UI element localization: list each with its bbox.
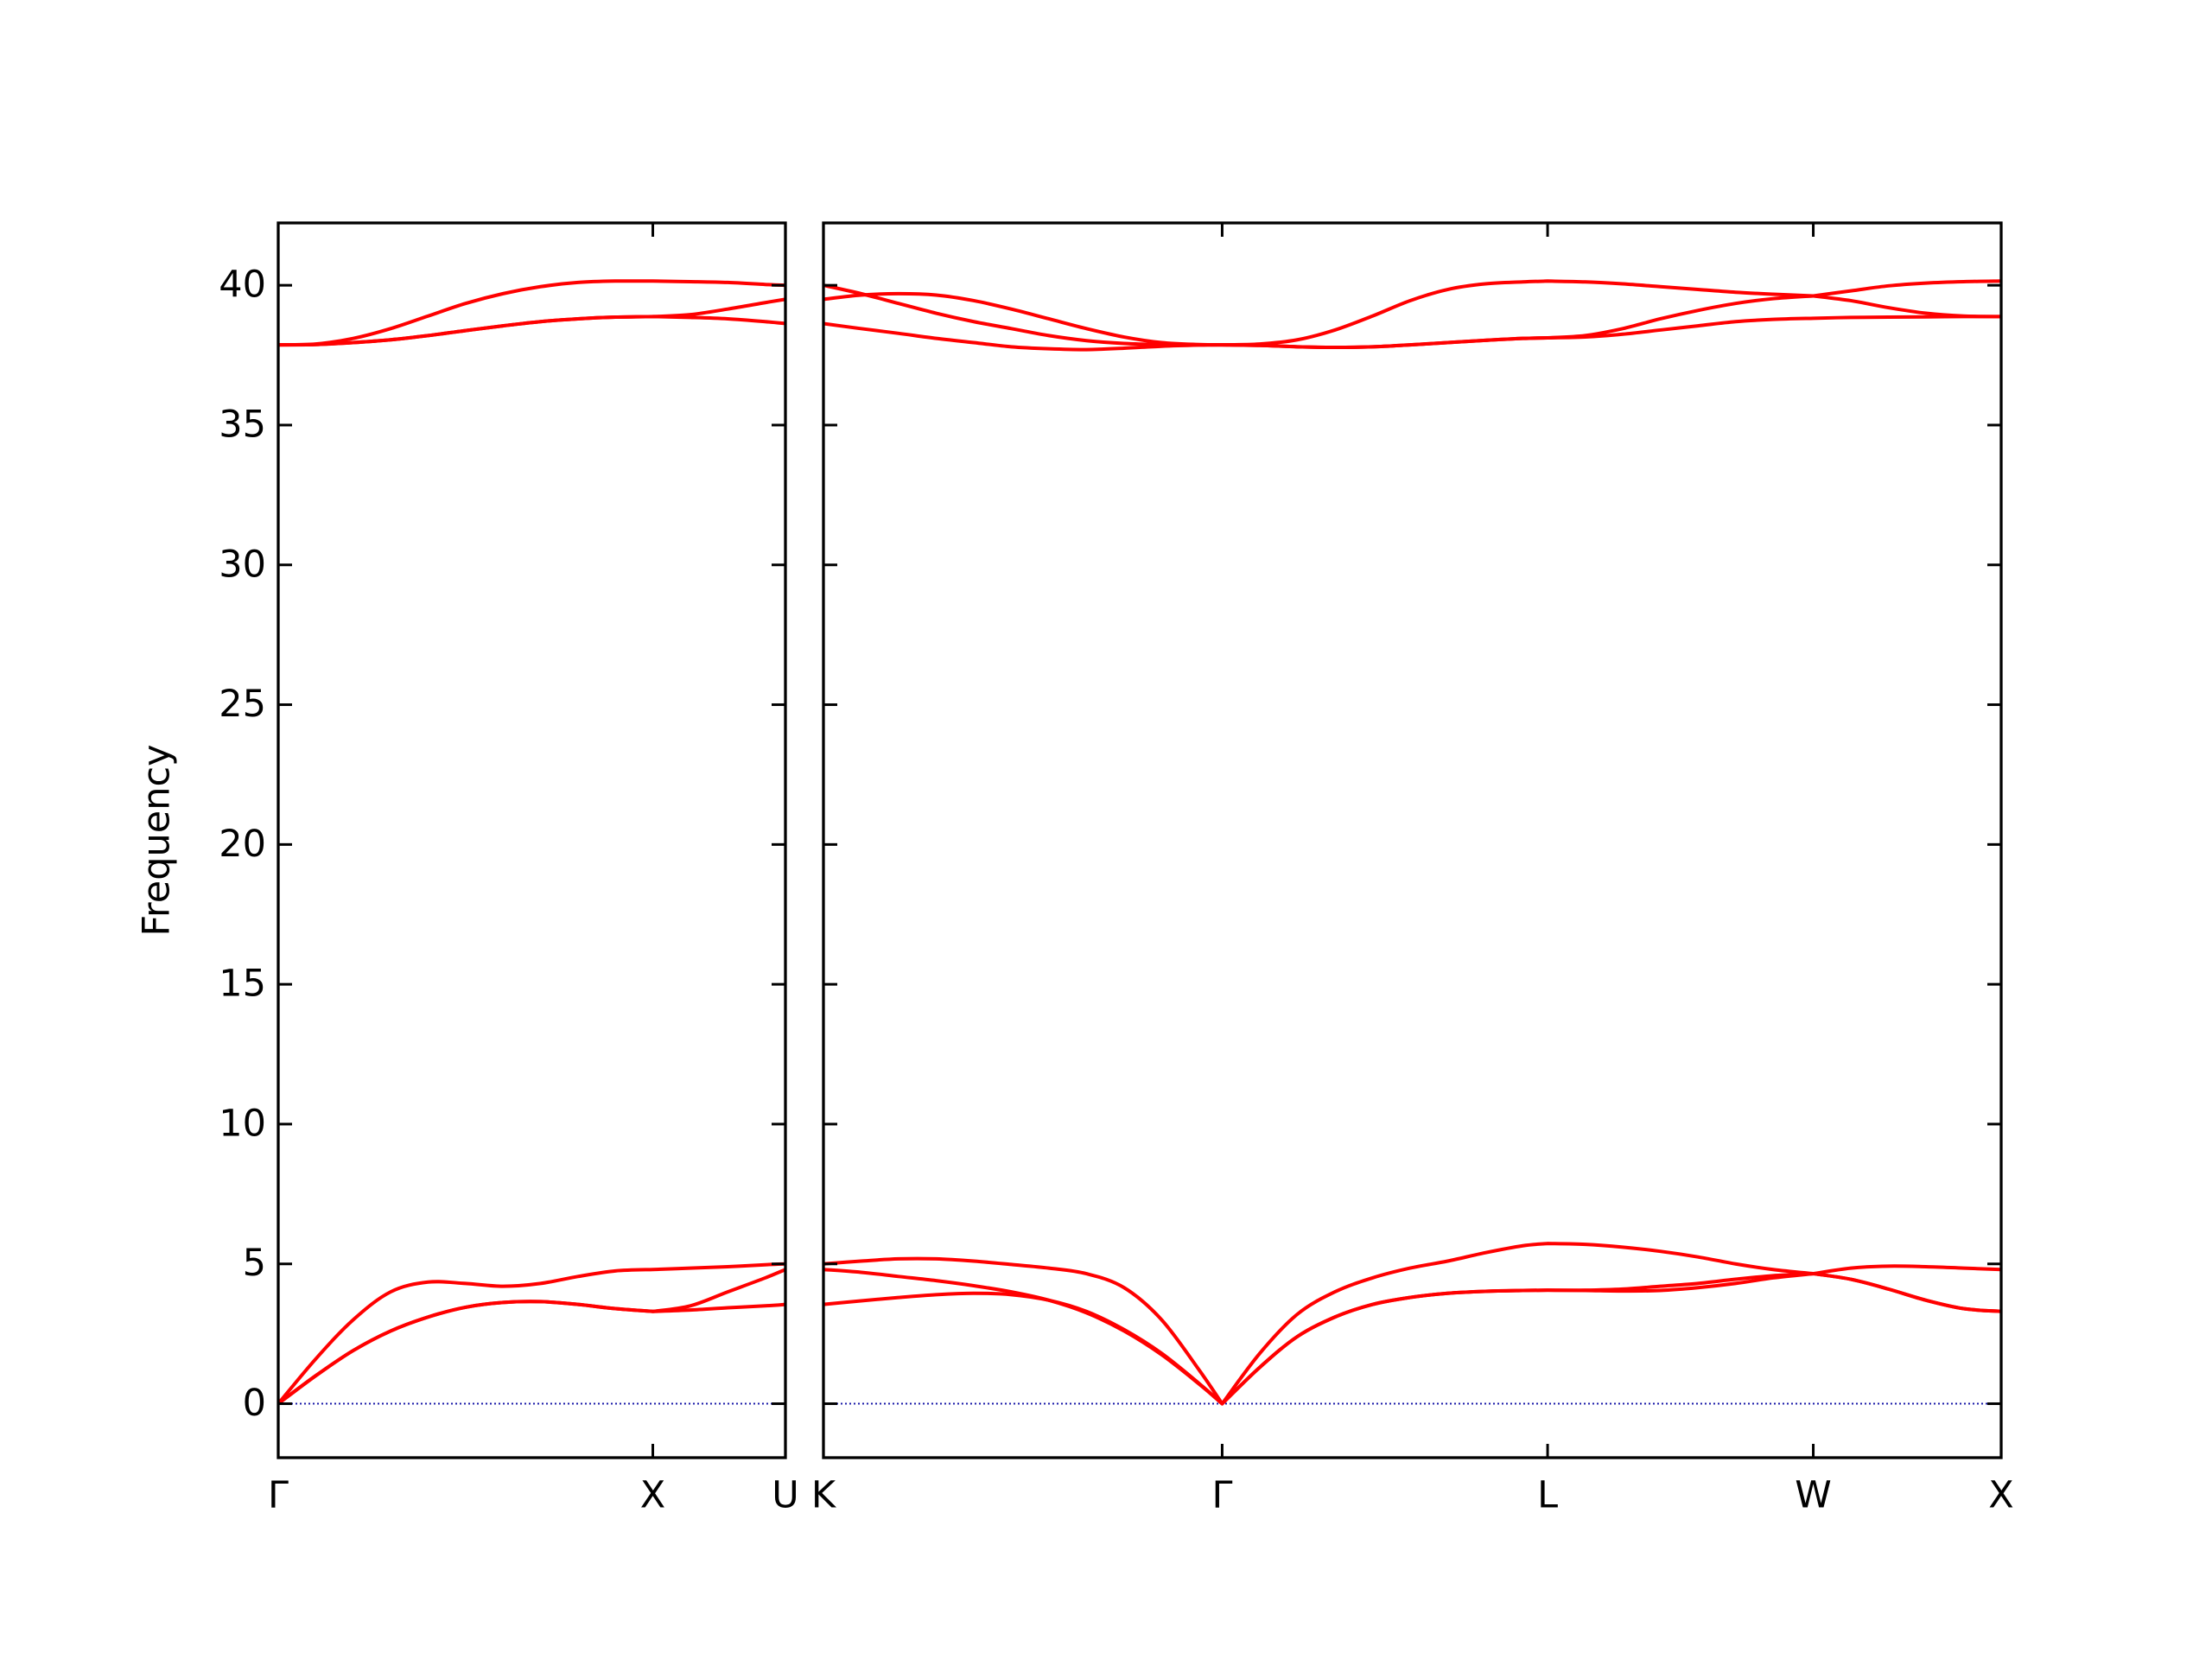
axes-frame bbox=[276, 221, 787, 1459]
band-line bbox=[823, 315, 2002, 352]
x-tick-label: W bbox=[1795, 1474, 1832, 1517]
x-tick-label: X bbox=[640, 1474, 665, 1517]
axes-frame bbox=[822, 221, 2003, 1459]
x-tick-label: K bbox=[811, 1474, 837, 1517]
x-tick-label: L bbox=[1537, 1474, 1558, 1517]
y-tick-label: 5 bbox=[243, 1242, 266, 1285]
x-tick-label: U bbox=[772, 1474, 798, 1517]
band-line bbox=[823, 1272, 2002, 1406]
band-line bbox=[277, 279, 786, 347]
y-tick-label: 40 bbox=[219, 264, 266, 307]
y-tick-label: 0 bbox=[243, 1382, 266, 1425]
y-axis-label: Frequency bbox=[136, 744, 179, 936]
y-tick-label: 35 bbox=[219, 403, 266, 446]
y-tick-label: 30 bbox=[219, 543, 266, 586]
x-tick-label: X bbox=[1988, 1474, 2013, 1517]
band-line bbox=[276, 1268, 786, 1406]
x-tick-label: Γ bbox=[1211, 1474, 1232, 1517]
y-tick-label: 20 bbox=[219, 823, 266, 866]
band-line bbox=[276, 1262, 786, 1405]
x-tick-label: Γ bbox=[268, 1474, 289, 1517]
band-line bbox=[277, 297, 786, 347]
y-tick-label: 10 bbox=[219, 1102, 266, 1145]
y-tick-label: 25 bbox=[219, 683, 266, 726]
y-tick-label: 15 bbox=[219, 963, 266, 1006]
